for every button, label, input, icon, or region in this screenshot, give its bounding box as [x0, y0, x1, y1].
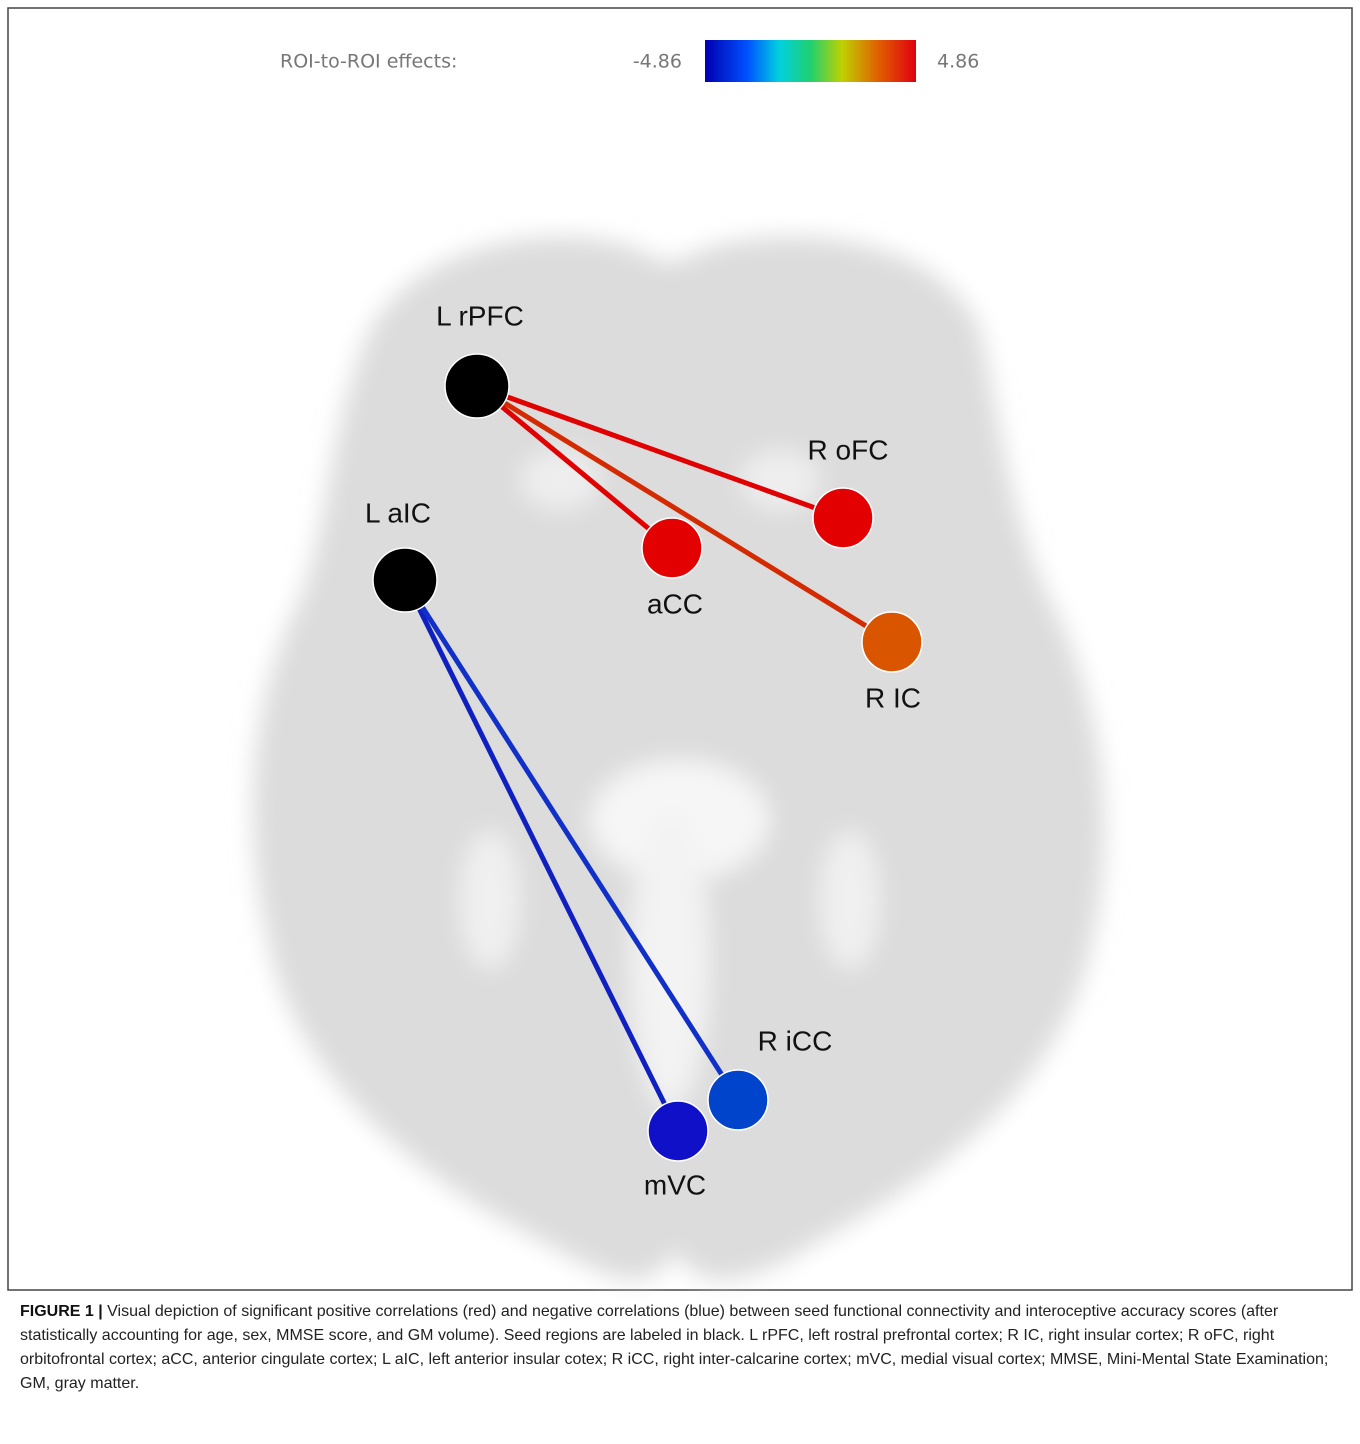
node — [813, 488, 873, 548]
node-label: L rPFC — [436, 300, 524, 331]
figure: ROI-to-ROI effects: -4.86 4.86 L rPFC R … — [0, 0, 1360, 1444]
node — [708, 1070, 768, 1130]
node — [648, 1101, 708, 1161]
node — [862, 612, 922, 672]
caption: FIGURE 1 | Visual depiction of significa… — [20, 1300, 1342, 1396]
node — [373, 548, 437, 612]
page: ROI-to-ROI effects: -4.86 4.86 L rPFC R … — [0, 0, 1360, 1444]
legend-max: 4.86 — [937, 51, 979, 73]
legend-min: -4.86 — [633, 51, 682, 73]
node-label: mVC — [644, 1169, 706, 1200]
caption-text: Visual depiction of significant positive… — [20, 1303, 1328, 1392]
colorbar — [705, 40, 916, 82]
node-label: L aIC — [365, 497, 431, 528]
caption-label: FIGURE 1 | — [20, 1303, 103, 1320]
node-label: aCC — [647, 588, 703, 619]
node — [445, 354, 509, 418]
node-label: R oFC — [808, 434, 889, 465]
legend-label: ROI-to-ROI effects: — [280, 51, 457, 73]
node-label: R IC — [865, 682, 921, 713]
node-label: R iCC — [758, 1025, 833, 1056]
node — [642, 518, 702, 578]
